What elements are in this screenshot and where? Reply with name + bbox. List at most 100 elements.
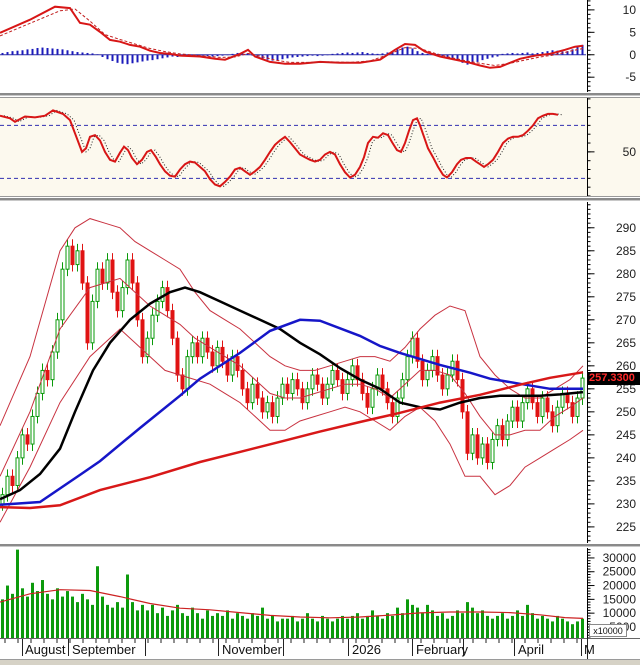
candle-up (510, 406, 515, 422)
macd-indicator-panel: 10 5 0 -5 (0, 0, 640, 92)
y-axis-label: 290 (616, 221, 636, 235)
candle-down (245, 388, 250, 404)
y-axis-label: 260 (616, 359, 636, 373)
candle-up (50, 351, 55, 381)
panel-divider[interactable] (0, 92, 640, 97)
stoch-d-line (3, 109, 563, 187)
candle-up (575, 397, 580, 417)
candle-up (65, 245, 70, 270)
candle-up (30, 415, 35, 445)
candle-up (120, 287, 125, 312)
candle-up (155, 300, 160, 316)
candle-up (60, 268, 65, 321)
candle-up (470, 434, 475, 454)
candle-up (330, 369, 335, 385)
candle-down (535, 402, 540, 417)
candle-down (170, 310, 175, 339)
candle-down (440, 374, 445, 390)
bollinger-lower (0, 328, 584, 523)
macd-signal (0, 8, 584, 67)
candle-down (210, 351, 215, 367)
ma-black (0, 286, 584, 501)
candle-down (475, 434, 480, 459)
candle-up (370, 388, 375, 408)
month-label: February (416, 642, 469, 657)
candle-down (285, 383, 290, 394)
candle-down (175, 337, 180, 376)
candle-up (250, 383, 255, 404)
candle-down (435, 356, 440, 376)
month-label: 2026 (352, 642, 381, 657)
month-label: August (25, 642, 66, 657)
y-axis-label: 245 (616, 428, 636, 442)
candle-down (115, 291, 120, 312)
y-axis-label: 20000 (603, 579, 637, 593)
stochastic-plot: 50 (0, 98, 640, 196)
stochastic-indicator-panel: 50 (0, 97, 640, 197)
y-axis-label: 235 (616, 474, 636, 488)
y-axis-label: 265 (616, 336, 636, 350)
candle-up (125, 259, 130, 289)
candle-down (225, 360, 230, 376)
ma-red (0, 371, 584, 510)
candle-down (165, 287, 170, 312)
candle-down (295, 379, 300, 390)
candle-down (255, 383, 260, 399)
candle-down (500, 425, 505, 440)
y-axis-label: 10 (623, 3, 637, 17)
candle-up (145, 337, 150, 358)
candle-up (540, 397, 545, 417)
candle-down (240, 369, 245, 390)
candle-down (140, 319, 145, 358)
candle-up (395, 397, 400, 417)
candle-up (150, 314, 155, 339)
candle-up (350, 365, 355, 381)
candle-up (480, 443, 485, 459)
candle-up (425, 369, 430, 381)
candle-down (80, 250, 85, 284)
y-axis-label: 230 (616, 497, 636, 511)
month-label: September (72, 642, 136, 657)
window-bottom-edge (0, 659, 640, 665)
candle-down (485, 443, 490, 463)
last-price-tag: 257.3300 (588, 372, 640, 385)
candle-down (545, 397, 550, 413)
y-axis-label: 15000 (603, 592, 637, 606)
month-label: November (222, 642, 283, 657)
y-axis-label: 10000 (603, 606, 637, 620)
volume-plot: 30000250002000015000100005000 (0, 548, 637, 638)
volume-panel: x10000 30000250002000015000100005000 (0, 548, 640, 638)
candle-down (180, 374, 185, 390)
candle-down (340, 379, 345, 394)
candle-down (130, 259, 135, 284)
candle-up (325, 383, 330, 399)
candle-down (260, 397, 265, 413)
panel-divider[interactable] (0, 543, 640, 548)
volume-ma (0, 589, 584, 619)
candle-up (190, 342, 195, 358)
candle-down (365, 392, 370, 408)
candle-down (335, 369, 340, 381)
time-axis: August September November 2026 February April… (0, 638, 640, 659)
candle-up (105, 259, 110, 284)
panel-divider[interactable] (0, 197, 640, 202)
bollinger-middle (0, 277, 584, 477)
candle-up (520, 402, 525, 422)
candle-down (100, 268, 105, 284)
candle-up (445, 374, 450, 390)
y-axis-label: 285 (616, 244, 636, 258)
month-label: M (584, 642, 595, 657)
candle-down (110, 259, 115, 293)
macd-line (0, 5, 584, 69)
candle-down (270, 402, 275, 417)
candle-down (380, 374, 385, 390)
candle-down (570, 402, 575, 417)
candle-up (275, 397, 280, 417)
candle-up (200, 337, 205, 358)
candle-down (515, 406, 520, 422)
y-axis-label: 240 (616, 451, 636, 465)
y-axis-label: 270 (616, 313, 636, 327)
y-axis-label: 25000 (603, 565, 637, 579)
candle-up (20, 434, 25, 459)
